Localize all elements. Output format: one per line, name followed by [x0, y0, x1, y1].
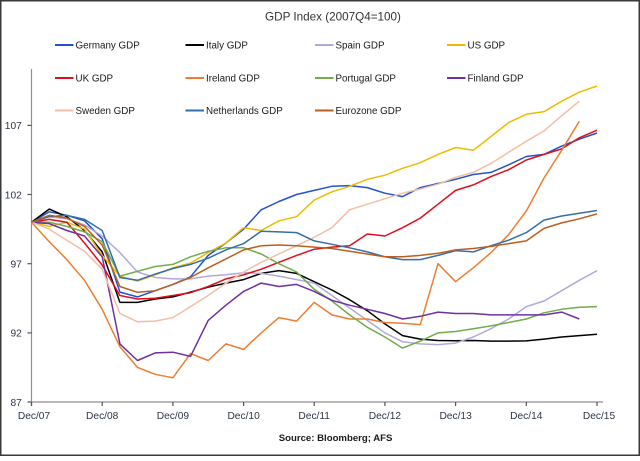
svg-text:Ireland GDP: Ireland GDP [206, 74, 260, 85]
svg-text:Dec/14: Dec/14 [510, 411, 543, 422]
svg-text:Source: Bloomberg; AFS: Source: Bloomberg; AFS [279, 433, 393, 444]
svg-text:US GDP: US GDP [468, 41, 506, 52]
svg-text:107: 107 [5, 121, 22, 132]
svg-text:GDP Index (2007Q4=100): GDP Index (2007Q4=100) [265, 11, 401, 24]
svg-text:92: 92 [10, 329, 22, 340]
svg-text:Germany GDP: Germany GDP [76, 41, 141, 52]
svg-text:Dec/12: Dec/12 [369, 411, 402, 422]
svg-text:Dec/13: Dec/13 [439, 411, 472, 422]
svg-text:Finland GDP: Finland GDP [468, 74, 525, 85]
svg-text:Portugal GDP: Portugal GDP [336, 74, 397, 85]
svg-text:Dec/10: Dec/10 [227, 411, 260, 422]
svg-text:Eurozone GDP: Eurozone GDP [336, 106, 402, 117]
svg-text:Netherlands GDP: Netherlands GDP [206, 106, 283, 117]
svg-text:Dec/15: Dec/15 [583, 411, 616, 422]
svg-text:Dec/11: Dec/11 [298, 411, 330, 422]
svg-text:87: 87 [10, 398, 22, 409]
svg-text:102: 102 [5, 190, 22, 201]
svg-text:Dec/09: Dec/09 [157, 411, 190, 422]
svg-text:Dec/08: Dec/08 [86, 411, 119, 422]
svg-text:UK GDP: UK GDP [76, 74, 114, 85]
svg-text:Sweden GDP: Sweden GDP [76, 106, 136, 117]
svg-text:97: 97 [10, 260, 22, 271]
svg-text:Italy GDP: Italy GDP [206, 41, 248, 52]
svg-text:Spain GDP: Spain GDP [336, 41, 385, 52]
svg-text:Dec/07: Dec/07 [18, 411, 51, 422]
